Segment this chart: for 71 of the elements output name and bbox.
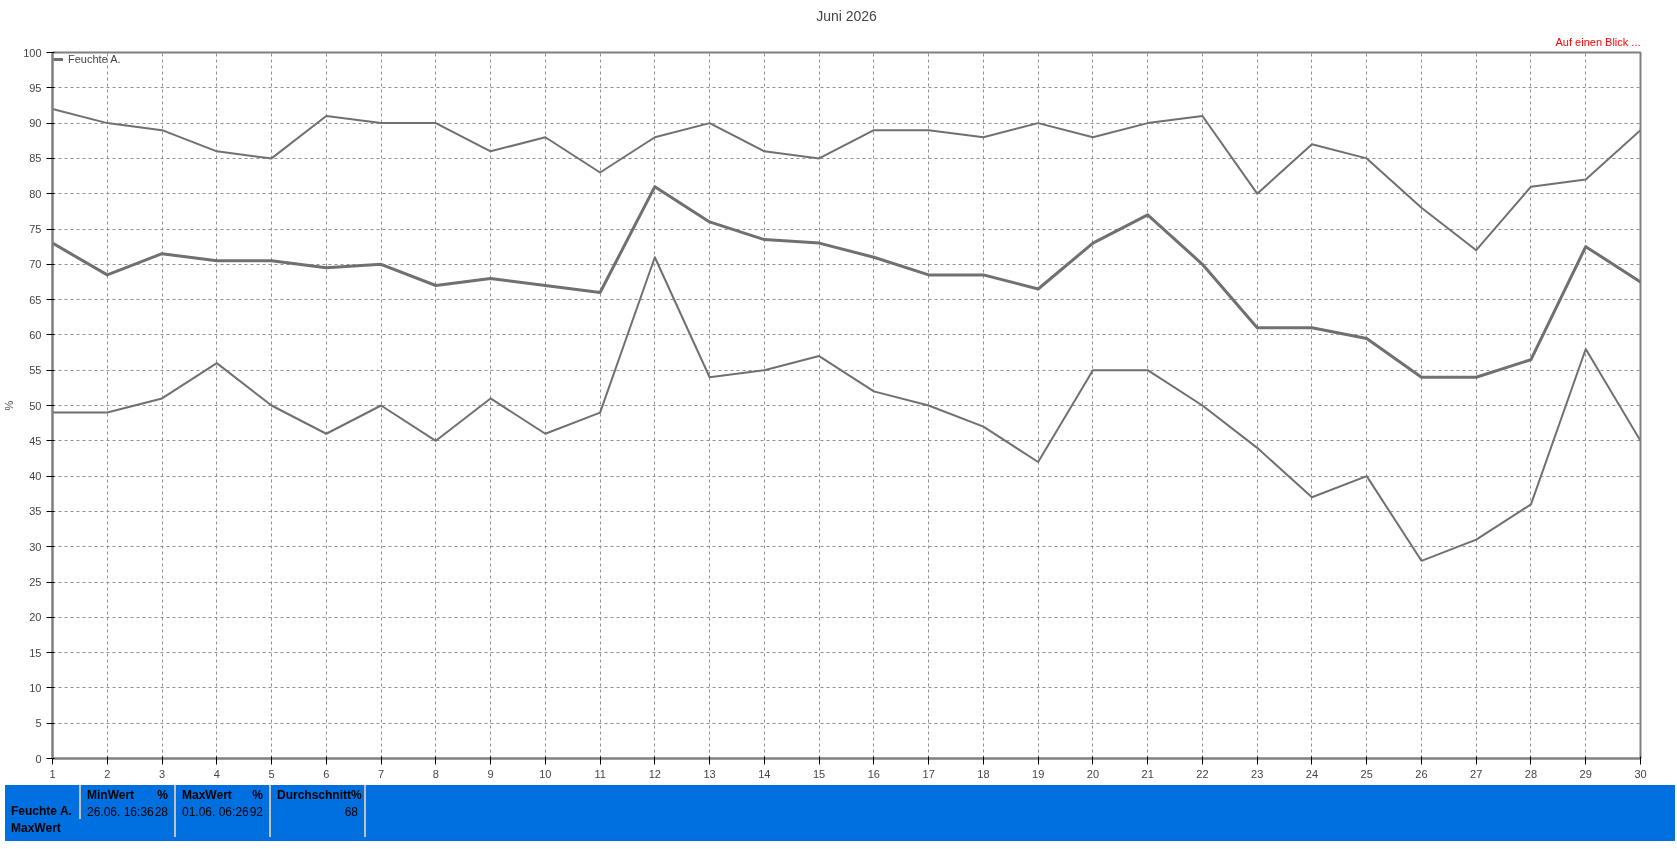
text: 28 bbox=[154, 804, 168, 822]
y-tick-label: 70 bbox=[29, 258, 42, 271]
x-tick-label: 5 bbox=[268, 767, 275, 780]
x-tick-label: 10 bbox=[539, 767, 552, 780]
text: 68 bbox=[344, 804, 358, 822]
text: MaxWert bbox=[182, 787, 232, 804]
y-tick-label: 5 bbox=[35, 717, 42, 730]
x-tick-label: 11 bbox=[594, 767, 606, 780]
x-tick-label: 7 bbox=[377, 767, 385, 780]
x-tick-label: 4 bbox=[213, 767, 220, 780]
y-tick-label: 90 bbox=[29, 117, 42, 130]
y-tick-label: 80 bbox=[29, 187, 42, 200]
line-series bbox=[52, 107, 1641, 252]
text: Durchschnitt bbox=[277, 787, 352, 804]
x-tick-label: 19 bbox=[1032, 767, 1045, 780]
y-tick-label: 35 bbox=[29, 505, 42, 518]
y-tick-label: 100 bbox=[23, 46, 42, 59]
text: Feuchte A. bbox=[11, 804, 72, 818]
x-tick-label: 18 bbox=[977, 767, 990, 780]
x-tick-label: 17 bbox=[922, 767, 935, 780]
y-tick-label: 55 bbox=[29, 364, 42, 377]
x-tick-label: 28 bbox=[1524, 767, 1538, 780]
y-tick-label: 50 bbox=[29, 399, 42, 412]
x-tick-label: 20 bbox=[1086, 767, 1100, 780]
y-tick-label: 30 bbox=[29, 540, 42, 553]
y-tick-label: 65 bbox=[29, 293, 42, 306]
text: % bbox=[252, 787, 263, 804]
y-tick-label: 10 bbox=[29, 681, 42, 694]
y-tick-label: 85 bbox=[29, 152, 42, 165]
x-tick-label: 13 bbox=[703, 767, 716, 780]
text: MinWert bbox=[87, 787, 135, 804]
y-tick-label: 25 bbox=[29, 576, 42, 588]
line-series bbox=[52, 256, 1641, 562]
y-tick-label: 60 bbox=[29, 328, 42, 341]
y-tick-label: 20 bbox=[29, 611, 42, 624]
x-tick-label: 23 bbox=[1251, 767, 1264, 780]
line-series bbox=[52, 185, 1641, 379]
x-tick-label: 3 bbox=[158, 767, 166, 780]
x-tick-label: 9 bbox=[487, 767, 494, 780]
x-tick-label: 26 bbox=[1415, 767, 1428, 780]
y-tick-label: 45 bbox=[29, 434, 42, 447]
x-tick-label: 25 bbox=[1360, 767, 1373, 780]
x-tick-label: 15 bbox=[813, 767, 826, 780]
text: % bbox=[351, 787, 362, 804]
x-tick-label: 24 bbox=[1305, 767, 1319, 780]
text: Auf einen Blick ... bbox=[1555, 35, 1641, 48]
text: 01.06. 06:26 bbox=[182, 804, 249, 822]
x-tick-label: 1 bbox=[49, 767, 56, 780]
text: % bbox=[157, 787, 168, 804]
text: MaxWert bbox=[11, 821, 61, 836]
text: Feuchte A. bbox=[68, 53, 121, 65]
x-tick-label: 16 bbox=[867, 767, 881, 780]
x-tick-label: 27 bbox=[1470, 767, 1483, 780]
chart-title: Juni 2026 bbox=[816, 7, 878, 24]
y-tick-label: 0 bbox=[35, 752, 42, 765]
x-tick-label: 8 bbox=[432, 767, 439, 780]
y-tick-label: 40 bbox=[29, 470, 42, 483]
x-tick-label: 6 bbox=[323, 767, 330, 780]
x-tick-label: 2 bbox=[104, 767, 111, 780]
x-tick-label: 12 bbox=[648, 767, 661, 780]
x-tick-label: 29 bbox=[1579, 767, 1592, 780]
x-tick-label: 14 bbox=[758, 767, 771, 780]
y-tick-label: 15 bbox=[29, 646, 42, 659]
x-tick-label: 30 bbox=[1634, 767, 1647, 780]
y-axis-title: % bbox=[3, 400, 16, 411]
text: 26.06. 16:36 bbox=[87, 804, 154, 822]
x-tick-label: 21 bbox=[1141, 767, 1154, 780]
y-tick-label: 95 bbox=[29, 81, 42, 94]
text: 92 bbox=[249, 804, 263, 822]
x-tick-label: 22 bbox=[1196, 767, 1209, 780]
y-tick-label: 75 bbox=[29, 223, 42, 235]
